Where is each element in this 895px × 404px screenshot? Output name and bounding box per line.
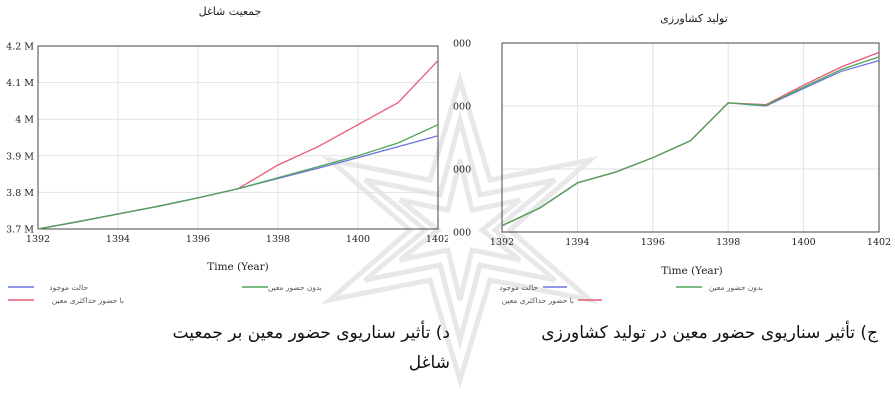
y-tick-label: 000 xyxy=(453,102,471,113)
x-axis-label: Time (Year) xyxy=(661,265,723,277)
chart-title: تولید کشاورزی xyxy=(660,12,728,25)
series-line xyxy=(501,59,880,227)
legend-label: بدون حضور معین xyxy=(268,283,322,292)
x-tick-label: 1396 xyxy=(641,237,665,248)
x-tick-label: 1402 xyxy=(426,234,448,245)
series-line xyxy=(501,56,880,227)
x-tick-label: 1396 xyxy=(186,234,210,245)
y-tick-label: 3.7 M xyxy=(6,225,34,236)
y-tick-label: 000 xyxy=(453,228,471,239)
chart-title: جمعیت شاغل xyxy=(199,5,262,18)
plot-frame xyxy=(37,45,439,230)
x-axis-label: Time (Year) xyxy=(207,261,269,273)
watermark-logo xyxy=(321,71,599,389)
y-tick-label: 4 M xyxy=(15,115,34,126)
legend-label: بدون حضور معین xyxy=(709,283,763,292)
x-tick-label: 1392 xyxy=(490,237,514,248)
x-tick-label: 1394 xyxy=(565,237,589,248)
legend-label: با حضور حداکثری معین xyxy=(52,296,124,305)
y-tick-label: 4.2 M xyxy=(6,42,34,53)
y-tick-label: 000 xyxy=(453,165,471,176)
y-tick-label: 3.8 M xyxy=(6,188,34,199)
x-tick-label: 1400 xyxy=(346,234,370,245)
y-tick-label: 4.1 M xyxy=(6,78,34,89)
legend: حالت موجود با حضور حداکثری معین بدون حضور … xyxy=(499,283,763,305)
y-tick-label: 3.9 M xyxy=(6,151,34,162)
legend-label: حالت موجود xyxy=(499,283,538,292)
x-tick-label: 1394 xyxy=(106,234,130,245)
figure-caption-employed: د) تأثیر سناریوی حضور معین بر جمعیت شاغل xyxy=(172,323,450,373)
legend: حالت موجود با حضور حداکثری معین بدون حضور … xyxy=(8,283,322,305)
series-line xyxy=(37,124,439,230)
x-tick-label: 1400 xyxy=(792,237,816,248)
x-tick-label: 1392 xyxy=(26,234,50,245)
y-tick-label: 000 xyxy=(453,39,471,50)
series-line xyxy=(37,60,439,230)
chart-employed-population: جمعیت شاغل 3.7 M3.8 M3.9 M4 M4.1 M4.2 M … xyxy=(6,5,448,305)
x-tick-label: 1402 xyxy=(867,237,891,248)
x-tick-label: 1398 xyxy=(266,234,290,245)
chart-agricultural-production: تولید کشاورزی 000 000 000 000 1392 1394 1396 1… xyxy=(453,12,891,305)
x-tick-label: 1398 xyxy=(716,237,740,248)
figure-caption-agriculture: ج) تأثیر سناریوی حضور معین در تولید کشاو… xyxy=(541,323,878,343)
legend-label: با حضور حداکثری معین xyxy=(502,296,574,305)
legend-label: حالت موجود xyxy=(49,283,88,292)
plot-frame xyxy=(501,42,880,233)
